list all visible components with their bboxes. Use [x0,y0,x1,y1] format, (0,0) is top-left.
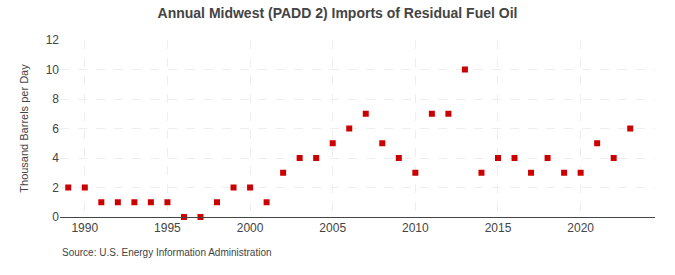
svg-text:Source: U.S. Energy Informatio: Source: U.S. Energy Information Administ… [62,247,272,258]
svg-text:2000: 2000 [237,221,264,235]
svg-text:2010: 2010 [402,221,429,235]
svg-text:1995: 1995 [154,221,181,235]
svg-text:10: 10 [46,63,60,77]
svg-text:8: 8 [52,92,59,106]
svg-text:12: 12 [46,33,60,47]
svg-text:4: 4 [52,151,59,165]
svg-text:Annual Midwest (PADD 2) Import: Annual Midwest (PADD 2) Imports of Resid… [158,5,518,21]
svg-text:2020: 2020 [567,221,594,235]
svg-text:0: 0 [52,210,59,224]
svg-text:2005: 2005 [319,221,346,235]
svg-text:Thousand Barrels per Day: Thousand Barrels per Day [18,64,30,193]
svg-text:6: 6 [52,122,59,136]
svg-text:2: 2 [52,181,59,195]
svg-text:2015: 2015 [485,221,512,235]
svg-text:1990: 1990 [71,221,98,235]
